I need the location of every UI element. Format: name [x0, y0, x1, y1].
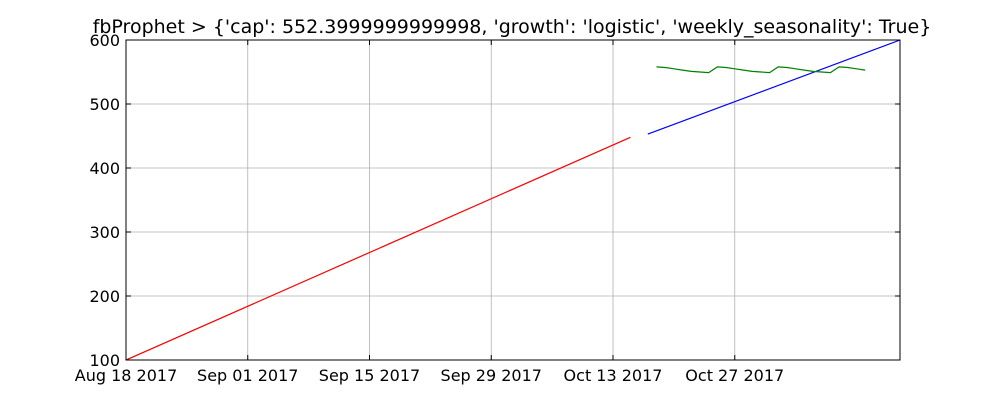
x-tick-label: Oct 13 2017 — [564, 366, 663, 385]
grid-lines — [125, 39, 900, 361]
y-tick-label: 400 — [89, 159, 120, 178]
x-tick-label: Aug 18 2017 — [75, 366, 178, 385]
x-tick-label: Sep 29 2017 — [441, 366, 542, 385]
series-layer — [125, 39, 901, 361]
series-line-2 — [647, 39, 901, 135]
x-tick-label: Sep 15 2017 — [319, 366, 420, 385]
plot-frame — [125, 39, 901, 361]
series-line-3 — [656, 66, 866, 74]
chart-title: fbProphet > {'cap': 552.3999999999998, '… — [93, 16, 932, 38]
y-tick-label: 100 — [89, 351, 120, 370]
x-tick-label: Oct 27 2017 — [685, 366, 784, 385]
series-line-1 — [125, 136, 631, 361]
x-axis-tick-labels: Aug 18 2017 Sep 01 2017 Sep 15 2017 Sep 29 … — [75, 366, 784, 385]
y-tick-label: 200 — [89, 287, 120, 306]
y-tick-label: 500 — [89, 95, 120, 114]
x-tick-label: Sep 01 2017 — [197, 366, 298, 385]
y-tick-label: 300 — [89, 223, 120, 242]
axis-ticks — [125, 39, 900, 361]
y-axis-tick-labels: 100 200 300 400 500 600 — [89, 31, 120, 370]
y-tick-label: 600 — [89, 31, 120, 50]
